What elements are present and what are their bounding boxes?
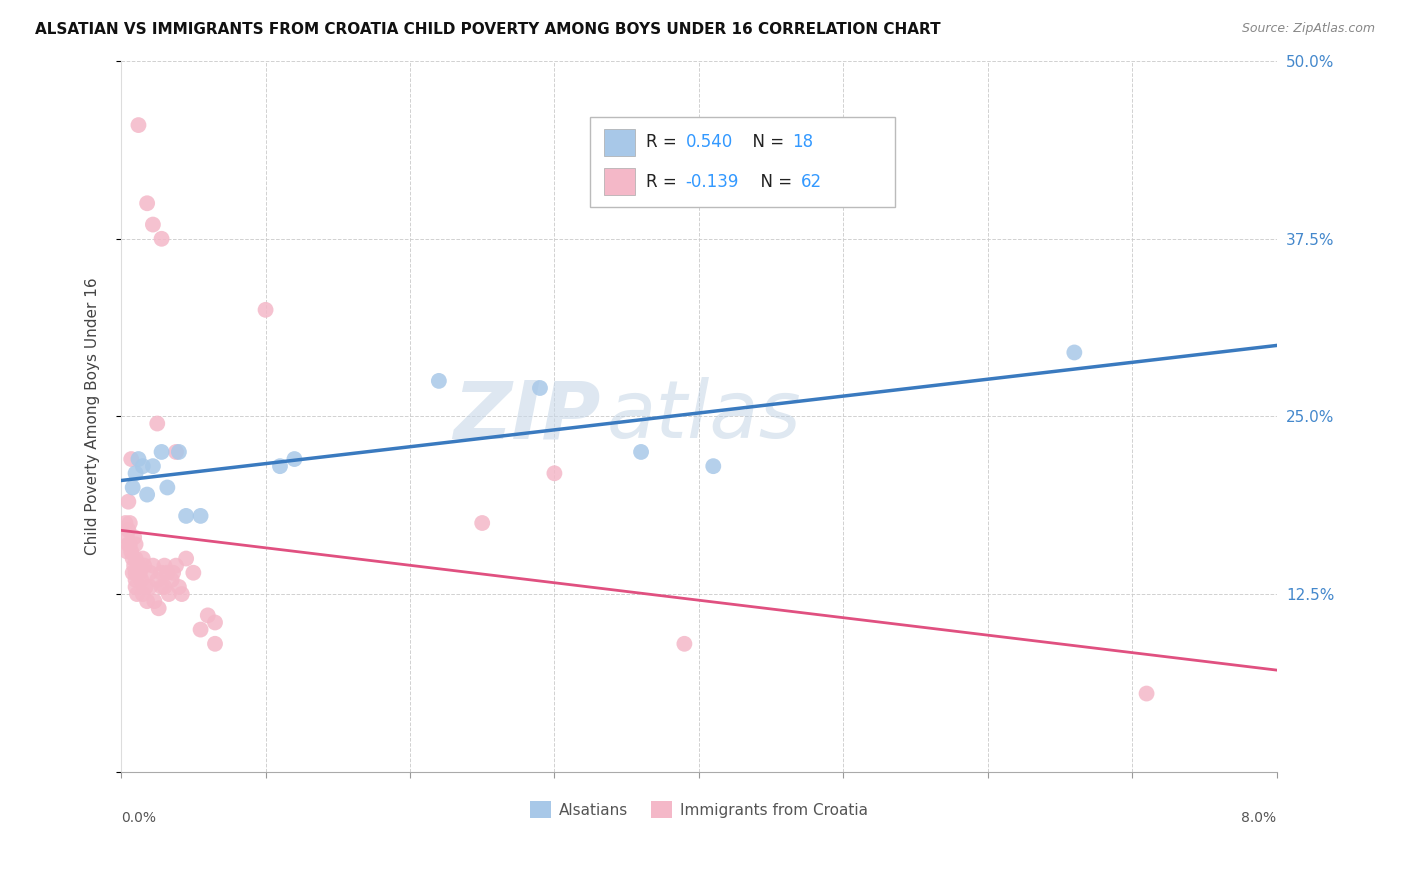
Legend: Alsatians, Immigrants from Croatia: Alsatians, Immigrants from Croatia	[523, 795, 875, 824]
Point	[165, 558, 187, 573]
Point	[118, 537, 141, 551]
Point	[115, 544, 138, 558]
Point	[1135, 687, 1157, 701]
Text: R =: R =	[647, 173, 682, 191]
Point	[165, 445, 187, 459]
Point	[156, 481, 179, 495]
Point	[190, 623, 212, 637]
Point	[124, 537, 146, 551]
Point	[118, 516, 141, 530]
Text: atlas: atlas	[606, 377, 801, 456]
Text: -0.139: -0.139	[686, 173, 738, 191]
Point	[174, 551, 197, 566]
Point	[167, 445, 190, 459]
Point	[124, 573, 146, 587]
Text: 0.540: 0.540	[686, 133, 733, 152]
Text: 62: 62	[801, 173, 823, 191]
Point	[121, 566, 143, 580]
Point	[702, 459, 724, 474]
Point	[121, 481, 143, 495]
Point	[121, 551, 143, 566]
Point	[190, 508, 212, 523]
Point	[162, 566, 184, 580]
Point	[529, 381, 551, 395]
Point	[174, 508, 197, 523]
Point	[136, 487, 159, 501]
Point	[139, 566, 162, 580]
Point	[124, 580, 146, 594]
Point	[135, 580, 157, 594]
Point	[127, 118, 149, 132]
Point	[134, 558, 156, 573]
Point	[120, 452, 142, 467]
Point	[254, 302, 277, 317]
Point	[125, 587, 148, 601]
Text: 8.0%: 8.0%	[1241, 811, 1277, 825]
Point	[204, 637, 226, 651]
Point	[124, 566, 146, 580]
Point	[150, 232, 173, 246]
Point	[204, 615, 226, 630]
Point	[142, 558, 165, 573]
Point	[117, 523, 139, 537]
Point	[183, 566, 205, 580]
Point	[122, 530, 145, 544]
Point	[471, 516, 494, 530]
Point	[269, 459, 291, 474]
Text: ALSATIAN VS IMMIGRANTS FROM CROATIA CHILD POVERTY AMONG BOYS UNDER 16 CORRELATIO: ALSATIAN VS IMMIGRANTS FROM CROATIA CHIL…	[35, 22, 941, 37]
Text: Source: ZipAtlas.com: Source: ZipAtlas.com	[1241, 22, 1375, 36]
Point	[1063, 345, 1085, 359]
Point	[127, 558, 149, 573]
Point	[146, 573, 169, 587]
Point	[153, 558, 176, 573]
Point	[136, 594, 159, 608]
Point	[167, 580, 190, 594]
Point	[146, 417, 169, 431]
Point	[132, 459, 155, 474]
Y-axis label: Child Poverty Among Boys Under 16: Child Poverty Among Boys Under 16	[86, 277, 100, 555]
Point	[630, 445, 652, 459]
Point	[117, 537, 139, 551]
Point	[160, 573, 183, 587]
Point	[127, 452, 149, 467]
Point	[156, 566, 179, 580]
Point	[124, 467, 146, 481]
Point	[673, 637, 696, 651]
Point	[122, 558, 145, 573]
Point	[129, 566, 152, 580]
Point	[148, 601, 170, 615]
Text: N =: N =	[742, 133, 789, 152]
Point	[143, 594, 166, 608]
Point	[142, 218, 165, 232]
Point	[124, 551, 146, 566]
Point	[170, 587, 193, 601]
Point	[132, 587, 155, 601]
Point	[157, 587, 180, 601]
Point	[153, 580, 176, 594]
Point	[131, 573, 153, 587]
Point	[197, 608, 219, 623]
Point	[150, 445, 173, 459]
Point	[136, 196, 159, 211]
Text: R =: R =	[647, 133, 682, 152]
Text: ZIP: ZIP	[453, 377, 600, 456]
Point	[115, 530, 138, 544]
Point	[543, 467, 565, 481]
Point	[120, 544, 142, 558]
Point	[114, 516, 136, 530]
Point	[117, 494, 139, 508]
Point	[132, 551, 155, 566]
Text: 18: 18	[793, 133, 814, 152]
Point	[150, 580, 173, 594]
Text: 0.0%: 0.0%	[121, 811, 156, 825]
Point	[427, 374, 450, 388]
Text: N =: N =	[751, 173, 797, 191]
Point	[150, 566, 173, 580]
Point	[283, 452, 305, 467]
Point	[142, 459, 165, 474]
Point	[139, 580, 162, 594]
